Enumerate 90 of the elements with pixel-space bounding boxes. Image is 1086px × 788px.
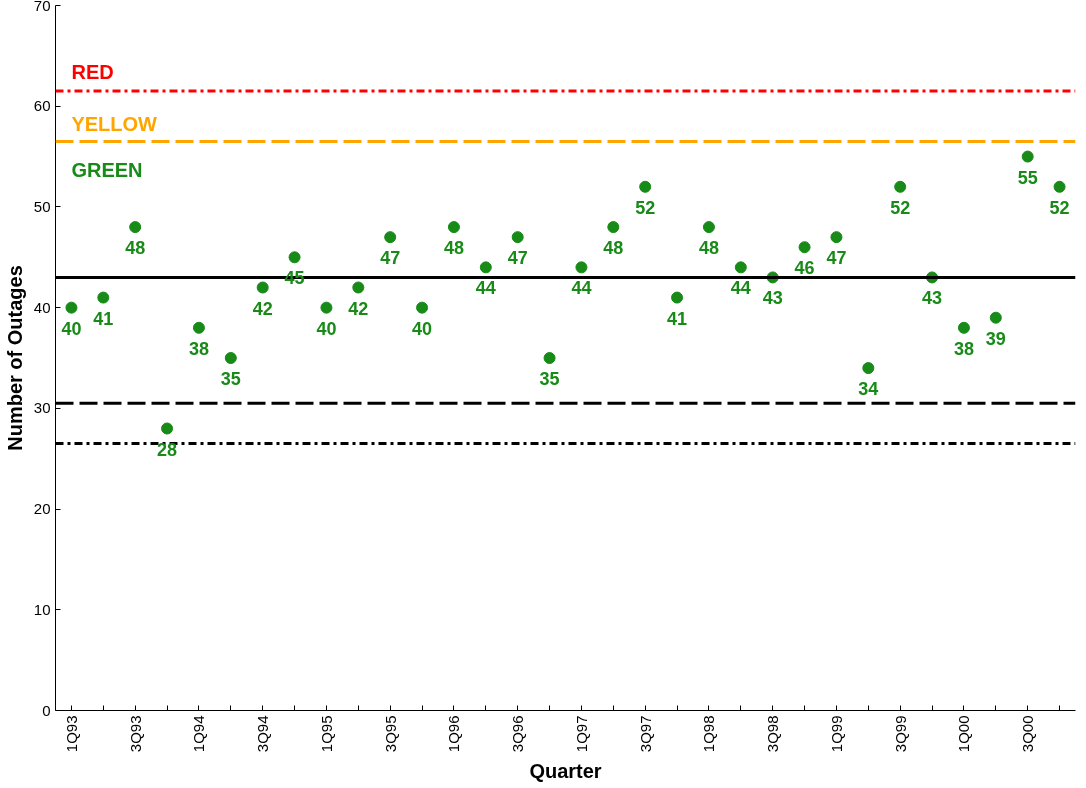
point bbox=[798, 241, 811, 254]
x-tick-label: 1Q95 bbox=[317, 715, 335, 753]
data-label: 34 bbox=[858, 379, 879, 400]
x-tick-label: 3Q99 bbox=[891, 715, 909, 753]
y-axis-title: Number of Outages bbox=[3, 265, 26, 451]
ref-line-label: YELLOW bbox=[71, 113, 158, 136]
x-tick-label: 1Q98 bbox=[700, 715, 718, 753]
data-label: 28 bbox=[157, 439, 178, 460]
point bbox=[416, 301, 429, 314]
data-label: 47 bbox=[380, 248, 401, 269]
data-label: 48 bbox=[443, 238, 464, 259]
point bbox=[671, 291, 684, 304]
y-tick-label: 10 bbox=[33, 600, 51, 618]
point bbox=[224, 352, 237, 364]
x-tick-label: 3Q00 bbox=[1019, 715, 1037, 753]
point bbox=[161, 422, 174, 435]
x-tick-label: 1Q97 bbox=[572, 715, 590, 753]
data-label: 48 bbox=[698, 238, 719, 259]
point bbox=[862, 362, 875, 375]
point bbox=[734, 261, 747, 274]
point bbox=[957, 321, 970, 334]
point bbox=[288, 251, 301, 264]
point bbox=[575, 261, 588, 274]
x-tick-label: 3Q97 bbox=[636, 715, 654, 753]
point bbox=[447, 221, 460, 234]
point bbox=[511, 231, 524, 244]
point bbox=[256, 281, 269, 294]
data-label: 40 bbox=[412, 318, 433, 339]
y-tick-label: 50 bbox=[33, 197, 51, 215]
point bbox=[607, 221, 620, 234]
point bbox=[894, 180, 907, 193]
data-label: 44 bbox=[730, 278, 751, 299]
data-label: 38 bbox=[953, 338, 974, 359]
x-tick-label: 3Q94 bbox=[254, 715, 272, 753]
point bbox=[129, 221, 142, 234]
x-tick-label: 1Q99 bbox=[827, 715, 845, 753]
data-label: 40 bbox=[316, 318, 337, 339]
point bbox=[479, 261, 492, 274]
y-tick-label: 20 bbox=[33, 500, 51, 518]
data-label: 35 bbox=[220, 369, 241, 389]
data-label: 42 bbox=[252, 298, 273, 319]
data-label: 38 bbox=[188, 338, 209, 359]
x-tick-label: 3Q93 bbox=[126, 715, 144, 753]
x-tick-label: 1Q94 bbox=[190, 715, 208, 753]
data-label: 55 bbox=[1017, 167, 1038, 188]
data-label: 48 bbox=[125, 238, 146, 259]
data-label: 44 bbox=[475, 278, 496, 299]
data-label: 41 bbox=[667, 308, 688, 329]
ref-line-label: RED bbox=[71, 61, 114, 84]
point bbox=[830, 231, 843, 244]
data-label: 40 bbox=[61, 318, 82, 339]
point bbox=[1021, 150, 1034, 163]
point bbox=[192, 321, 205, 334]
point bbox=[65, 301, 78, 314]
point bbox=[320, 301, 333, 314]
data-label: 52 bbox=[635, 197, 656, 218]
x-tick-label: 1Q93 bbox=[62, 715, 80, 753]
point bbox=[543, 352, 556, 364]
data-label: 52 bbox=[1049, 197, 1070, 218]
data-label: 35 bbox=[539, 369, 560, 389]
data-label: 47 bbox=[507, 248, 528, 269]
y-tick-label: 40 bbox=[33, 298, 51, 316]
data-label: 41 bbox=[93, 308, 114, 329]
data-label: 43 bbox=[922, 288, 943, 309]
data-label: 44 bbox=[571, 278, 592, 299]
point bbox=[702, 221, 715, 234]
y-tick-label: 60 bbox=[33, 97, 51, 115]
point bbox=[97, 291, 110, 304]
y-tick-label: 30 bbox=[33, 399, 51, 417]
x-tick-label: 3Q98 bbox=[764, 715, 782, 753]
point bbox=[384, 231, 397, 244]
x-tick-label: 3Q96 bbox=[509, 715, 527, 753]
data-label: 46 bbox=[794, 258, 815, 279]
data-label: 43 bbox=[762, 288, 783, 309]
point bbox=[639, 180, 652, 193]
data-label: 39 bbox=[985, 328, 1006, 349]
x-tick-label: 1Q96 bbox=[445, 715, 463, 753]
data-label: 47 bbox=[826, 248, 847, 269]
data-label: 52 bbox=[890, 197, 911, 218]
x-tick-label: 3Q95 bbox=[381, 715, 399, 753]
point bbox=[1053, 180, 1066, 193]
y-tick-label: 70 bbox=[33, 0, 51, 14]
point bbox=[989, 311, 1002, 324]
annotation: GREEN bbox=[71, 159, 143, 182]
y-tick-label: 0 bbox=[42, 701, 51, 719]
point bbox=[352, 281, 365, 294]
x-axis-title: Quarter bbox=[529, 760, 602, 783]
data-label: 42 bbox=[348, 298, 369, 319]
data-label: 48 bbox=[603, 238, 624, 259]
x-tick-label: 1Q00 bbox=[955, 715, 973, 753]
